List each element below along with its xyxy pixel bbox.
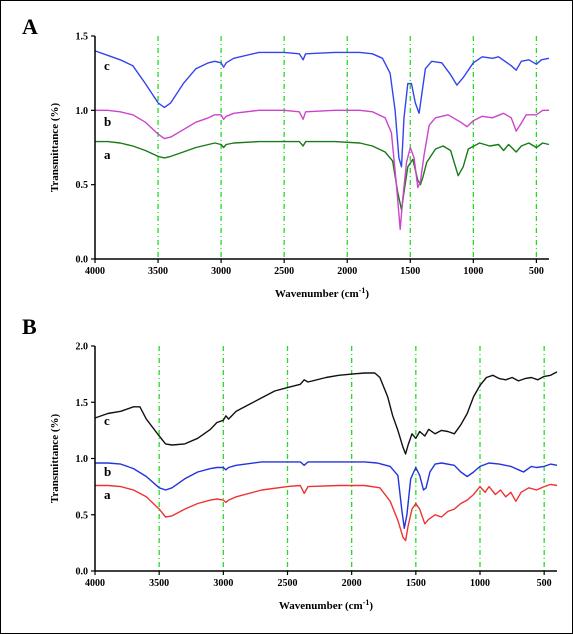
x-axis-title: Wavenumber (cm-1) [279, 598, 374, 612]
panel-a: A a b c 4000 3500 3000 2500 2000 1500 1000 500 0.0… [22, 14, 550, 300]
series-line-b [95, 109, 549, 230]
y-tick-label: 1.5 [76, 32, 89, 43]
y-tick-label: 1.0 [76, 454, 89, 465]
axes: 4000 3500 3000 2500 2000 1500 1000 500 0.0 0.5 1.0… [76, 32, 549, 277]
y-tick-label: 1.5 [76, 398, 89, 409]
series-line-c [94, 371, 558, 455]
y-tick-label: 0.5 [76, 510, 89, 521]
x-tick-label: 3500 [149, 578, 169, 589]
series-line-a [95, 483, 558, 542]
x-tick-label: 2500 [274, 266, 294, 277]
y-tick-label: 0.0 [76, 567, 89, 578]
panel-label: A [22, 14, 38, 39]
x-tick-label: 500 [529, 266, 544, 277]
y-axis-title: Transmittance (%) [49, 103, 61, 193]
axes: 4000 3500 3000 2500 2000 1500 1000 500 0.0 0.5 1.0… [76, 342, 557, 589]
x-tick-label: 2000 [342, 578, 362, 589]
series-label-b: b [104, 114, 111, 129]
y-axis-title: Transmittance (%) [49, 414, 61, 504]
series-line-c [94, 50, 550, 168]
x-tick-label: 1500 [400, 266, 420, 277]
series-label-c: c [104, 413, 110, 428]
series-line-a [95, 140, 550, 211]
y-tick-label: 2.0 [76, 342, 89, 353]
series-lines: a b c [94, 50, 550, 230]
y-tick-label: 0.5 [76, 180, 89, 191]
y-tick-label: 0.0 [76, 255, 89, 266]
x-axis-title-sup: -1 [363, 598, 370, 607]
x-axis-title-close: ) [365, 288, 369, 300]
x-axis-title-main: Wavenumber (cm [275, 288, 359, 300]
series-line-b [95, 461, 558, 529]
x-tick-label: 2000 [337, 266, 357, 277]
series-label-a: a [104, 147, 111, 162]
x-tick-label: 1500 [406, 578, 426, 589]
series-label-a: a [104, 487, 111, 502]
x-axis-title-sup: -1 [359, 286, 366, 295]
grid-lines [157, 36, 538, 259]
panel-label: B [22, 314, 37, 339]
x-axis-title: Wavenumber (cm-1) [275, 286, 370, 300]
x-tick-label: 500 [537, 578, 552, 589]
x-tick-label: 3500 [148, 266, 168, 277]
x-tick-label: 3000 [213, 578, 233, 589]
y-tick-label: 1.0 [76, 106, 89, 117]
x-tick-label: 1000 [470, 578, 490, 589]
series-label-b: b [104, 464, 111, 479]
series-label-c: c [104, 58, 110, 73]
x-tick-label: 4000 [85, 266, 105, 277]
x-tick-label: 3000 [211, 266, 231, 277]
series-lines: ab c [94, 371, 558, 542]
x-axis-title-close: ) [369, 600, 373, 612]
x-axis-title-main: Wavenumber (cm [279, 600, 363, 612]
grid-lines [158, 346, 545, 571]
x-tick-label: 2500 [278, 578, 298, 589]
panel-b: B ab c 4000 3500 3000 2500 2000 1500 1000 500 0.0… [22, 314, 558, 612]
x-tick-label: 1000 [463, 266, 483, 277]
x-tick-label: 4000 [85, 578, 105, 589]
